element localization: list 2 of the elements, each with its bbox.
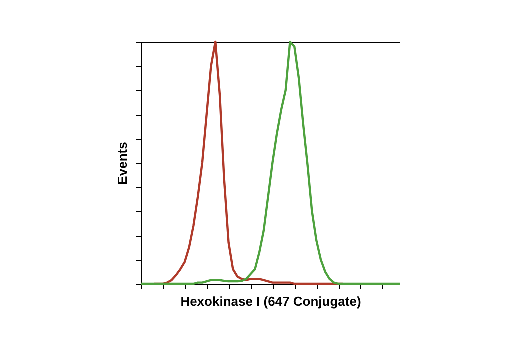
y-axis-title: Events (115, 142, 130, 185)
x-axis-title: Hexokinase I (647 Conjugate) (180, 294, 362, 309)
